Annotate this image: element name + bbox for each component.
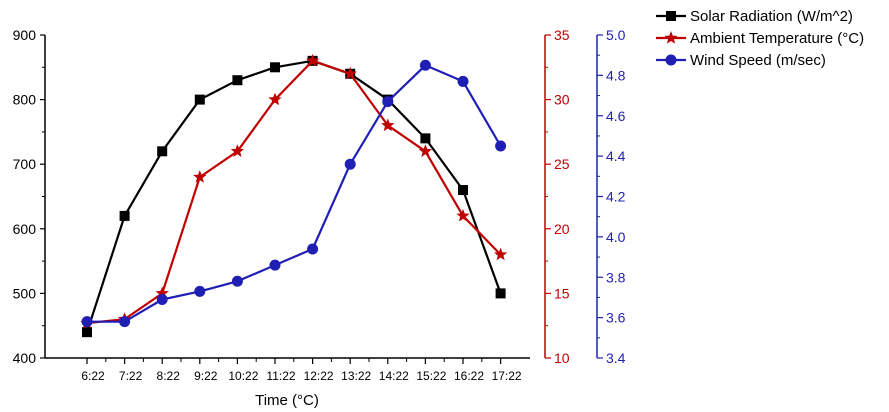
data-point [420, 133, 431, 144]
data-point [194, 285, 206, 297]
left-axis-tick-label: 800 [13, 92, 37, 108]
data-point [495, 140, 507, 152]
data-point [119, 316, 131, 328]
series-0 [82, 55, 506, 338]
x-axis-tick-label: 12:22 [304, 369, 334, 383]
x-axis-tick-label: 14:22 [379, 369, 409, 383]
x-axis-tick-label: 9:22 [194, 369, 218, 383]
legend-item: Solar Radiation (W/m^2) [656, 8, 853, 25]
legend-marker [664, 31, 678, 44]
right-axis-2-tick-label: 4.2 [606, 189, 626, 205]
left-axis-tick-label: 600 [13, 221, 37, 237]
right-axis-1-tick-label: 30 [554, 92, 570, 108]
data-point [418, 144, 433, 157]
right-axis-2-tick-label: 4.4 [606, 148, 626, 164]
right-axis-2-tick-label: 3.8 [606, 269, 626, 285]
x-axis-tick-label: 11:22 [266, 369, 295, 383]
right-axis-2-tick-label: 4.6 [606, 108, 626, 124]
x-axis-title: Time (°C) [255, 392, 319, 409]
left-axis-tick-label: 700 [13, 156, 37, 172]
data-point [194, 94, 205, 105]
data-point [456, 208, 470, 222]
left-axis-tick-label: 400 [13, 350, 37, 366]
right-axis-1-tick-label: 35 [554, 27, 570, 43]
legend-marker [666, 11, 676, 21]
data-point [493, 247, 508, 261]
data-point [156, 293, 168, 305]
data-point [495, 288, 506, 299]
data-point [232, 75, 243, 86]
data-point [457, 75, 469, 87]
legend: Solar Radiation (W/m^2) Ambient Temperatu… [656, 8, 864, 69]
right-axis-2-tick-label: 5.0 [606, 27, 626, 43]
x-axis-tick-label: 15:22 [416, 369, 446, 383]
series-layer [80, 53, 508, 338]
data-point [382, 96, 394, 108]
left-axis-tick-label: 500 [13, 285, 37, 301]
data-point [343, 66, 357, 80]
data-point [230, 144, 245, 157]
right-axis-2-tick-label: 4.8 [606, 67, 626, 83]
x-axis-tick-label: 17:22 [492, 369, 522, 383]
axes-layer: 400 500 600 700 800 900 6:22 7:22 8:22 9:22 10:22 1… [13, 27, 626, 383]
data-point [231, 275, 243, 287]
data-point [155, 286, 169, 300]
series-2 [81, 59, 507, 328]
series-line [87, 64, 502, 323]
x-axis-tick-label: 16:22 [454, 369, 484, 383]
legend-label: Ambient Temperature (°C) [690, 30, 864, 47]
legend-item: Wind Speed (m/sec) [656, 52, 826, 69]
x-axis-tick-label: 13:22 [341, 369, 371, 383]
right-axis-2-tick-label: 3.4 [606, 350, 626, 366]
legend-item: Ambient Temperature (°C) [656, 30, 864, 47]
data-point [419, 59, 431, 71]
data-point [270, 62, 280, 73]
x-axis-tick-label: 8:22 [157, 369, 181, 383]
right-axis-1-tick-label: 20 [554, 221, 570, 237]
data-point [268, 92, 282, 106]
right-axis-2-tick-label: 4.0 [606, 229, 626, 245]
legend-label: Wind Speed (m/sec) [690, 52, 826, 69]
data-point [307, 243, 319, 255]
x-axis-tick-label: 7:22 [119, 369, 143, 383]
data-point [157, 146, 168, 157]
series-1 [80, 53, 508, 329]
x-axis-tick-label: 6:22 [81, 369, 105, 383]
legend-label: Solar Radiation (W/m^2) [690, 8, 853, 25]
right-axis-1-tick-label: 10 [554, 350, 570, 366]
right-axis-1-tick-label: 25 [554, 156, 570, 172]
x-axis-tick-label: 10:22 [228, 369, 258, 383]
data-point [381, 118, 395, 132]
data-point [82, 327, 92, 338]
data-point [193, 170, 207, 183]
data-point [344, 158, 356, 170]
right-axis-1-tick-label: 15 [554, 285, 570, 301]
legend-marker [665, 54, 677, 66]
series-line [85, 59, 502, 333]
data-point [269, 259, 281, 271]
data-point [305, 53, 320, 67]
data-point [458, 185, 468, 196]
data-point [119, 210, 130, 221]
data-point [81, 316, 93, 328]
series-line [86, 59, 502, 325]
right-axis-2-tick-label: 3.6 [606, 310, 626, 326]
left-axis-tick-label: 900 [13, 27, 37, 43]
